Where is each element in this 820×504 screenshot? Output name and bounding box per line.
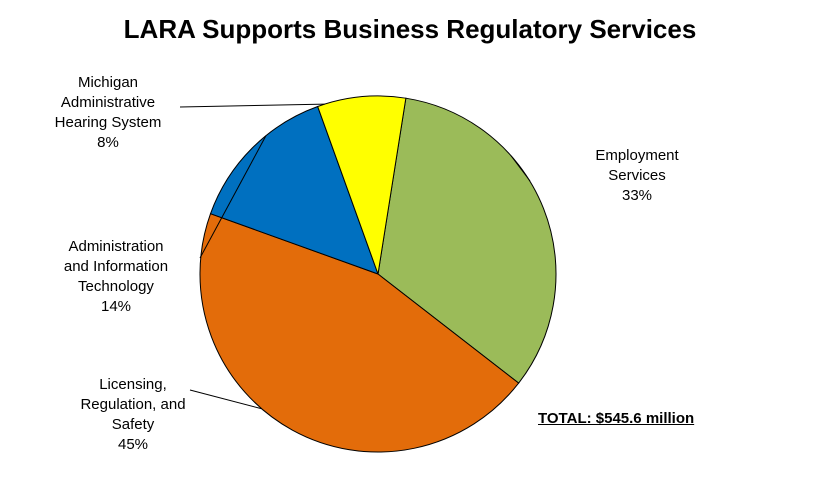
slice-label-hearing-system: Michigan Administrative Hearing System 8… (38, 73, 178, 153)
slice-label-administration-it: Administration and Information Technolog… (42, 237, 190, 317)
leader-line-licensing-regulation-safety (189, 389, 262, 410)
pie-slice-employment-services (377, 97, 557, 384)
leader-line-hearing-system (179, 103, 325, 108)
total-annotation: TOTAL: $545.6 million (538, 410, 695, 427)
chart-title: LARA Supports Business Regulatory Servic… (123, 14, 697, 44)
pie-slices (199, 95, 557, 453)
slice-label-employment-services: Employment Services 33% (572, 146, 702, 206)
leader-lines (179, 103, 531, 410)
leader-line-employment-services (510, 155, 531, 182)
slice-value-label: 45% (117, 436, 149, 453)
slice-label-text: Licensing, Regulation, and Safety (80, 376, 186, 433)
pie-slice-hearing-system (317, 95, 407, 275)
pie-slice-administration-it (209, 105, 379, 275)
slice-label-text: Employment Services (595, 147, 679, 184)
leader-line-administration-it (199, 135, 267, 259)
slice-value-label: 14% (100, 298, 132, 315)
slice-label-text: Michigan Administrative Hearing System (54, 74, 162, 131)
slice-label-licensing-regulation-safety: Licensing, Regulation, and Safety 45% (58, 375, 208, 455)
slice-label-text: Administration and Information Technolog… (63, 238, 169, 295)
slice-value-label: 33% (621, 187, 653, 204)
slice-value-label: 8% (97, 134, 119, 151)
pie-slice-licensing-regulation-safety (199, 213, 520, 453)
